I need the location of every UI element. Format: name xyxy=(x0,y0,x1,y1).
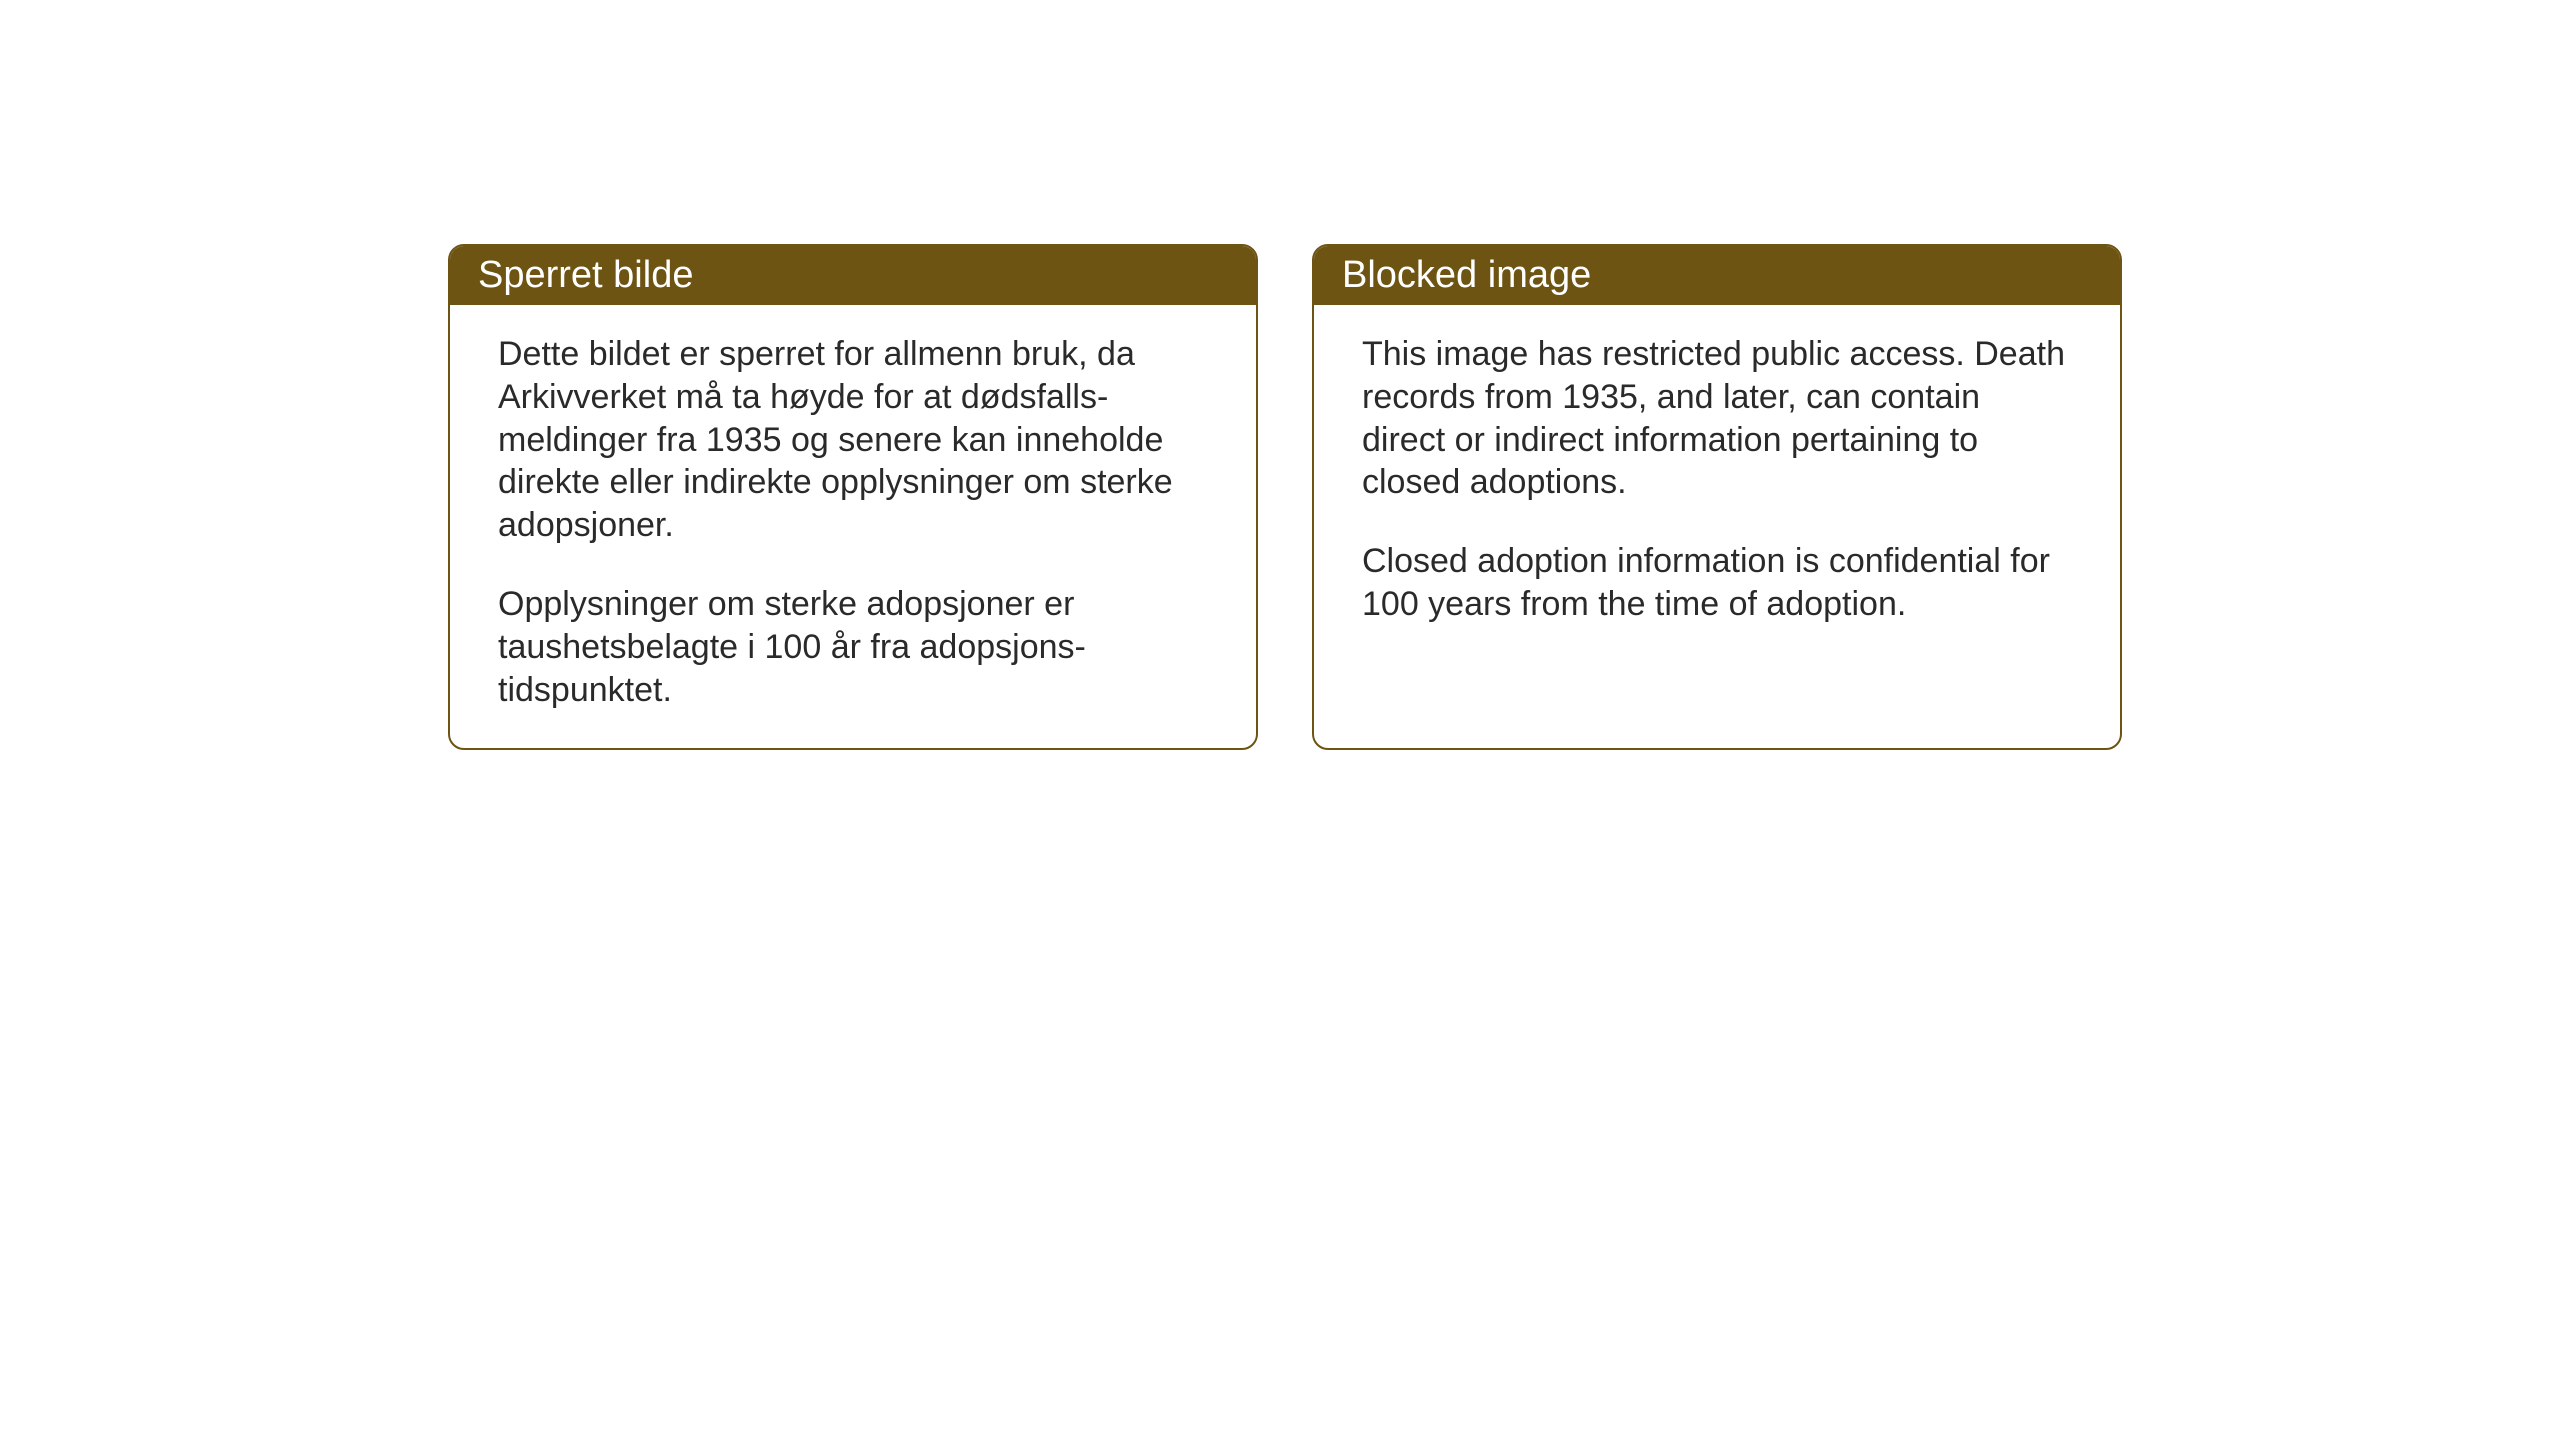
card-header-english: Blocked image xyxy=(1314,246,2120,305)
card-header-norwegian: Sperret bilde xyxy=(450,246,1256,305)
card-body-english: This image has restricted public access.… xyxy=(1314,305,2120,722)
card-paragraph-2-english: Closed adoption information is confident… xyxy=(1362,540,2072,626)
card-body-norwegian: Dette bildet er sperret for allmenn bruk… xyxy=(450,305,1256,748)
notice-card-norwegian: Sperret bilde Dette bildet er sperret fo… xyxy=(448,244,1258,750)
card-title-norwegian: Sperret bilde xyxy=(478,254,693,296)
card-title-english: Blocked image xyxy=(1342,254,1591,296)
card-paragraph-2-norwegian: Opplysninger om sterke adopsjoner er tau… xyxy=(498,583,1208,711)
notice-card-english: Blocked image This image has restricted … xyxy=(1312,244,2122,750)
notice-cards-container: Sperret bilde Dette bildet er sperret fo… xyxy=(448,244,2122,750)
card-paragraph-1-norwegian: Dette bildet er sperret for allmenn bruk… xyxy=(498,333,1208,547)
card-paragraph-1-english: This image has restricted public access.… xyxy=(1362,333,2072,504)
